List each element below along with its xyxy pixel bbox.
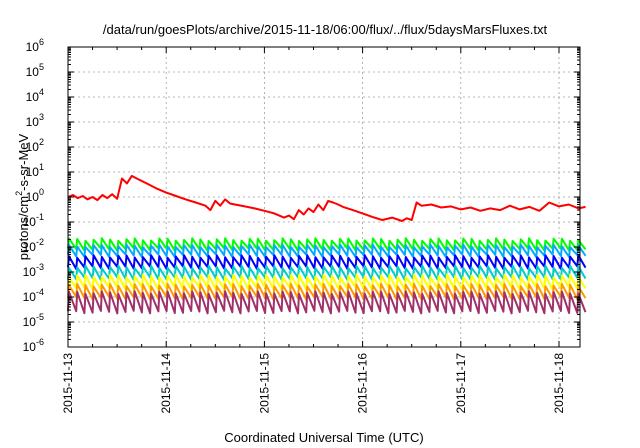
y-tick-label-exp: 1 [39,162,44,172]
y-tick-label-exp: 5 [39,62,44,72]
y-tick-label-base: 10 [23,215,37,229]
y-tick-label-exp: -4 [36,287,44,297]
y-tick-label: 102 [26,137,44,154]
series-line [67,243,587,259]
x-axis-label: Coordinated Universal Time (UTC) [224,430,423,445]
y-tick-label-exp: 3 [39,112,44,122]
x-tick-label: 2015-11-14 [159,353,173,414]
series-line [67,282,587,301]
series-line [67,174,586,222]
y-tick-label: 106 [26,37,44,54]
y-tick-label-base: 10 [26,40,40,54]
series-line [67,273,587,291]
x-axis: 2015-11-13 2015-11-14 2015-11-15 2015-11-16… [61,47,566,414]
y-tick-label-exp: -6 [36,337,44,347]
y-tick-label-base: 10 [26,190,40,204]
y-tick-label-base: 10 [26,115,40,129]
y-tick-label-exp: -3 [36,262,44,272]
y-tick-label-base: 10 [23,265,37,279]
y-tick-label: 104 [26,87,44,104]
x-tick-label: 2015-11-16 [356,353,370,414]
y-tick-label: 10-3 [23,262,44,279]
series-group [67,174,587,315]
y-tick-label-base: 10 [23,240,37,254]
chart-title: /data/run/goesPlots/archive/2015-11-18/0… [103,22,548,37]
y-axis-label-sup: 2 [14,191,24,196]
y-tick-label: 10-1 [23,212,44,229]
y-tick-label-base: 10 [26,140,40,154]
y-tick-label-base: 10 [26,65,40,79]
y-tick-label: 10-5 [23,312,44,329]
x-tick-label: 2015-11-15 [257,353,271,414]
y-tick-label: 10-6 [23,337,44,354]
y-tick-label-exp: 0 [39,187,44,197]
y-tick-label-exp: -5 [36,312,44,322]
y-axis-label: protons/cm2-s-sr-MeV [14,133,31,260]
series-line [67,237,587,252]
y-tick-label: 105 [26,62,44,79]
series-line [67,290,587,315]
y-axis-label-base: protons/cm [16,196,31,260]
y-tick-label: 10-2 [23,237,44,254]
y-tick-label-base: 10 [23,340,37,354]
y-tick-label: 100 [26,187,44,204]
y-tick-label-base: 10 [26,90,40,104]
series-line [67,264,587,281]
y-tick-label-exp: -1 [36,212,44,222]
y-tick-label-exp: 6 [39,37,44,47]
y-tick-label-base: 10 [23,290,37,304]
y-tick-label-exp: -2 [36,237,44,247]
x-tick-label: 2015-11-17 [454,353,468,414]
y-tick-label: 10-4 [23,287,44,304]
y-tick-label-base: 10 [26,165,40,179]
y-tick-label: 101 [26,162,44,179]
x-tick-label: 2015-11-13 [61,353,75,414]
series-line [67,254,587,270]
y-tick-label-exp: 2 [39,137,44,147]
y-tick-label: 103 [26,112,44,129]
y-axis: 10-610-510-410-310-210-11001011021031041… [23,37,580,354]
y-tick-label-base: 10 [23,315,37,329]
x-tick-label: 2015-11-18 [552,353,566,414]
y-axis-label-rest: -s-sr-MeV [16,133,31,190]
y-tick-label-exp: 4 [39,87,44,97]
